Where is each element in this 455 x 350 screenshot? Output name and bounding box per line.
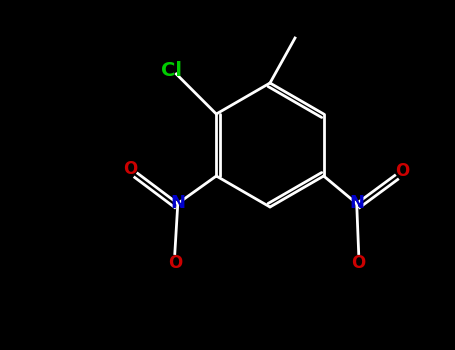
Text: N: N <box>349 195 364 212</box>
Text: O: O <box>168 254 182 273</box>
Text: Cl: Cl <box>161 62 182 80</box>
Text: N: N <box>170 195 185 212</box>
Text: O: O <box>352 254 366 273</box>
Text: O: O <box>123 160 137 177</box>
Text: O: O <box>395 161 410 180</box>
